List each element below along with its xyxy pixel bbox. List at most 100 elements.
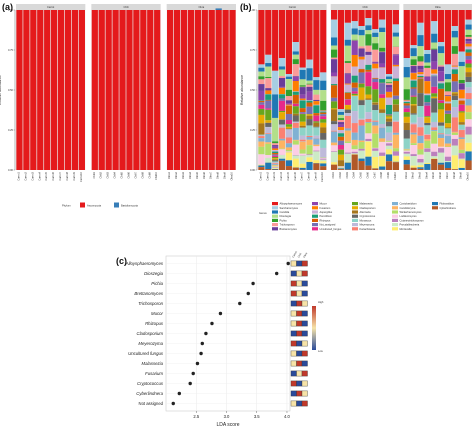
- panel-b-bar-fusarium: [417, 72, 424, 75]
- panel-b-bar-alloysphaeromyces: [431, 10, 438, 22]
- panel-b-bar-candida: [272, 94, 279, 118]
- panel-b-facet-strip: [258, 4, 327, 10]
- panel-b-legend-swatch: [272, 227, 278, 231]
- panel-b-bar-wickerhamomyces: [458, 149, 465, 154]
- panel-a-x-tick-label: Chili4: [113, 171, 117, 178]
- panel-b-bar-wickerhamomyces: [424, 140, 431, 149]
- panel-b-bar-trichosporon: [465, 36, 472, 39]
- panel-b-bar-cyberlindnera: [410, 167, 417, 170]
- panel-b-bar-cutaneotrichosporon: [320, 158, 327, 160]
- panel-b-x-tick-label: Carrot8: [307, 171, 311, 180]
- panel-b-bar-candidozyma: [351, 139, 358, 146]
- panel-c-heatmap-cell: [290, 290, 297, 297]
- panel-b-bar-filobasidium: [417, 167, 424, 169]
- panel-b-legend-swatch: [352, 223, 358, 227]
- panel-b-bar-pseudallescheria: [372, 150, 379, 157]
- panel-b-bar-candida: [379, 27, 386, 33]
- panel-b-bar-kazachstania: [438, 133, 445, 135]
- panel-b-bar-filobasidium: [320, 163, 327, 167]
- panel-b-bar-kazachstania: [424, 134, 431, 140]
- panel-b-bar-not-assigned: [351, 87, 358, 92]
- panel-b-bar-malassezia: [265, 109, 272, 121]
- panel-b-bar-mortierella: [379, 156, 386, 167]
- panel-b-bar-alloysphaeromyces: [458, 10, 465, 52]
- panel-b-bar-mucor: [351, 40, 358, 55]
- panel-b-bar-rhizopus: [265, 99, 272, 101]
- panel-c-point: [204, 331, 208, 336]
- panel-b-bar-candida: [424, 54, 431, 63]
- panel-b-bar-filobasidium: [337, 168, 345, 170]
- panel-b-bar-dioszegia: [313, 89, 320, 95]
- panel-b-bar-mortierella: [458, 159, 465, 168]
- panel-b-bar-filobasidium: [358, 158, 365, 162]
- panel-b-bar-alloysphaeromyces: [278, 10, 286, 58]
- panel-b-legend-label: Filobasidium: [440, 202, 455, 206]
- panel-b-bar-pichia: [451, 46, 458, 54]
- panel-a-legend-label: Basidiomycota: [121, 204, 138, 208]
- panel-c-category-label: Dioszegia: [144, 271, 163, 276]
- panel-b-bar-lodderomyces: [417, 154, 424, 159]
- panel-b-bar-candida: [292, 51, 299, 55]
- panel-b-bar-cystobasidium: [372, 121, 379, 126]
- panel-b-bar-meyerozyma: [313, 135, 320, 139]
- panel-b-bar-alternaria: [306, 115, 313, 120]
- panel-b-bar-monascus: [351, 96, 358, 112]
- panel-b-bar-penicillium: [403, 101, 410, 104]
- panel-b-bar-filobasidium: [344, 162, 351, 170]
- panel-b-bar-cryptococcus: [278, 119, 286, 125]
- panel-b-bar-brettanomyces: [313, 99, 320, 102]
- panel-a-x-tick-label: Okra9: [223, 171, 227, 179]
- panel-a-x-tick-label: Carrot5: [44, 171, 48, 180]
- panel-c-category-label: Meyerozyma: [138, 341, 163, 346]
- panel-a-bar-ascomycota: [187, 10, 195, 170]
- panel-a-bar-ascomycota: [119, 10, 126, 170]
- panel-b-bar-mortierella: [410, 165, 417, 168]
- panel-b-bar-cryptococcus: [372, 104, 379, 111]
- panel-b-bar-alloysphaeromyces: [272, 10, 279, 71]
- panel-c-heatmap-cell: [290, 280, 297, 287]
- panel-b-bar-penicillium: [331, 84, 338, 86]
- panel-b-bar-candida: [438, 46, 445, 54]
- panel-c-category-label: Trichosporon: [138, 301, 163, 306]
- panel-b-bar-saccharomyces: [265, 54, 272, 64]
- panel-c-heatmap-cell: [290, 270, 297, 277]
- panel-b-bar-saccharomyces: [337, 109, 345, 112]
- panel-a-x-tick-label: Okra8: [216, 171, 220, 179]
- panel-b-bar-malassezia: [410, 96, 417, 105]
- panel-b-bar-pichia: [379, 47, 386, 52]
- panel-b-bar-cryptococcus: [344, 109, 351, 114]
- panel-b-bar-candida: [258, 67, 265, 72]
- panel-b-bar-not-assigned: [403, 105, 410, 109]
- panel-b-bar-candidozyma: [285, 147, 292, 150]
- panel-a-bar-ascomycota: [215, 10, 222, 170]
- panel-b-bar-filobasidium: [306, 161, 313, 170]
- panel-b-legend-swatch: [272, 202, 278, 206]
- panel-b-bar-not-assigned: [392, 95, 399, 100]
- panel-b-bar-meyerozyma: [431, 121, 438, 128]
- panel-b-bar-lodderomyces: [444, 147, 452, 157]
- panel-b-bar-cladosporium: [465, 67, 472, 73]
- panel-a-facet-strip: [166, 4, 236, 10]
- panel-b-bar-cystobasidium: [292, 127, 299, 140]
- panel-b-bar-cryptococcus: [438, 122, 445, 126]
- panel-b-bar-dioszegia: [265, 66, 272, 77]
- panel-b-bar-fusarium: [444, 96, 452, 102]
- panel-b-bar-brettanomyces: [358, 48, 365, 57]
- panel-b-bar-cryptococcus: [465, 76, 472, 82]
- panel-b-bar-cutaneotrichosporon: [272, 167, 279, 168]
- panel-b-bar-mucor: [431, 61, 438, 70]
- panel-b-bar-uncultured-fungus: [258, 104, 265, 109]
- panel-b-bar-pichia: [299, 85, 306, 87]
- panel-b-bar-filobasidium: [265, 162, 272, 170]
- panel-b-bar-alternaria: [458, 122, 465, 125]
- panel-b-bar-alloysphaeromyces: [385, 10, 393, 74]
- panel-b-bar-mortierella: [337, 167, 345, 169]
- panel-b-bar-alloysphaeromyces: [344, 10, 351, 23]
- panel-b-bar-dioszegia: [344, 45, 351, 62]
- panel-b-bar-mortierella: [385, 149, 393, 155]
- panel-b-bar-cyberlindnera: [431, 158, 438, 170]
- panel-b-bar-lodderomyces: [385, 141, 393, 144]
- panel-b-bar-penicillium: [385, 104, 393, 115]
- panel-b-bar-alternaria: [313, 122, 320, 127]
- panel-b-bar-pichia: [292, 59, 299, 65]
